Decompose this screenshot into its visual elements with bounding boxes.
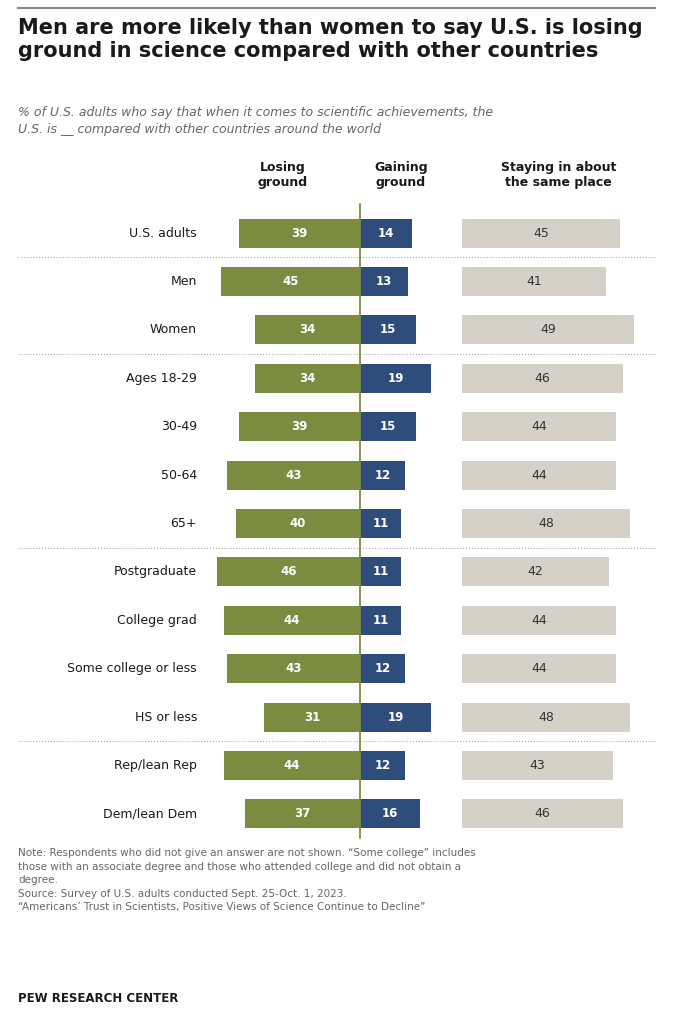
Text: 40: 40: [290, 517, 306, 530]
Text: HS or less: HS or less: [135, 711, 197, 723]
Text: Ages 18-29: Ages 18-29: [126, 371, 197, 385]
Text: 41: 41: [526, 275, 542, 288]
Text: 13: 13: [376, 275, 392, 288]
Bar: [462, 751, 613, 780]
Bar: [462, 219, 620, 248]
Text: 42: 42: [528, 566, 544, 578]
Text: 44: 44: [283, 614, 300, 627]
Text: 14: 14: [378, 227, 394, 239]
Text: 12: 12: [374, 759, 390, 772]
Text: 12: 12: [374, 469, 390, 482]
Bar: [462, 799, 623, 829]
Bar: [254, 315, 360, 345]
Bar: [462, 412, 616, 441]
Bar: [360, 219, 412, 248]
Bar: [360, 412, 416, 441]
Bar: [360, 364, 431, 393]
Bar: [462, 267, 606, 296]
Text: 39: 39: [291, 227, 308, 239]
Text: 50-64: 50-64: [161, 469, 197, 482]
Bar: [462, 364, 623, 393]
Text: 43: 43: [530, 759, 545, 772]
Bar: [239, 219, 360, 248]
Bar: [217, 558, 360, 586]
Text: 43: 43: [285, 662, 302, 675]
Text: Postgraduate: Postgraduate: [114, 566, 197, 578]
Text: 44: 44: [531, 469, 547, 482]
Text: 37: 37: [295, 807, 311, 820]
Text: 48: 48: [538, 517, 554, 530]
Bar: [462, 654, 616, 683]
Text: 19: 19: [387, 371, 404, 385]
Text: 34: 34: [299, 323, 316, 337]
Text: 11: 11: [372, 614, 388, 627]
Bar: [245, 799, 360, 829]
Bar: [221, 267, 360, 296]
Text: 11: 11: [372, 566, 388, 578]
Bar: [462, 606, 616, 635]
Bar: [360, 799, 420, 829]
Text: Some college or less: Some college or less: [67, 662, 197, 675]
Bar: [236, 509, 360, 538]
Text: 48: 48: [538, 711, 554, 723]
Bar: [360, 751, 404, 780]
Bar: [360, 606, 401, 635]
Bar: [227, 460, 360, 490]
Bar: [227, 654, 360, 683]
Bar: [223, 751, 360, 780]
Bar: [462, 703, 631, 731]
Text: 46: 46: [535, 807, 551, 820]
Text: U.S. adults: U.S. adults: [129, 227, 197, 239]
Text: 30-49: 30-49: [161, 420, 197, 433]
Text: 44: 44: [531, 614, 547, 627]
Text: 46: 46: [535, 371, 551, 385]
Text: 16: 16: [382, 807, 398, 820]
Text: 39: 39: [291, 420, 308, 433]
Bar: [462, 509, 631, 538]
Text: 31: 31: [304, 711, 320, 723]
Bar: [239, 412, 360, 441]
Bar: [462, 460, 616, 490]
Text: 19: 19: [387, 711, 404, 723]
Bar: [360, 315, 416, 345]
Text: 15: 15: [380, 323, 396, 337]
Text: Gaining
ground: Gaining ground: [374, 161, 428, 189]
Text: 44: 44: [283, 759, 300, 772]
Text: 44: 44: [531, 662, 547, 675]
Text: % of U.S. adults who say that when it comes to scientific achievements, the
U.S.: % of U.S. adults who say that when it co…: [18, 106, 493, 135]
Text: Dem/lean Dem: Dem/lean Dem: [103, 807, 197, 820]
Text: Women: Women: [150, 323, 197, 337]
Bar: [360, 267, 409, 296]
Text: Rep/lean Rep: Rep/lean Rep: [114, 759, 197, 772]
Text: 43: 43: [285, 469, 302, 482]
Bar: [360, 703, 431, 731]
Bar: [223, 606, 360, 635]
Text: 45: 45: [533, 227, 549, 239]
Text: 65+: 65+: [170, 517, 197, 530]
Text: Losing
ground: Losing ground: [258, 161, 308, 189]
Text: 44: 44: [531, 420, 547, 433]
Text: Men: Men: [171, 275, 197, 288]
Bar: [360, 460, 404, 490]
Text: 34: 34: [299, 371, 316, 385]
Bar: [254, 364, 360, 393]
Text: 11: 11: [372, 517, 388, 530]
Bar: [360, 558, 401, 586]
Text: 45: 45: [282, 275, 299, 288]
Text: 12: 12: [374, 662, 390, 675]
Text: 15: 15: [380, 420, 396, 433]
Bar: [264, 703, 360, 731]
Text: College grad: College grad: [117, 614, 197, 627]
Text: 46: 46: [281, 566, 297, 578]
Bar: [462, 315, 634, 345]
Bar: [360, 654, 404, 683]
Text: 49: 49: [540, 323, 556, 337]
Text: Note: Respondents who did not give an answer are not shown. “Some college” inclu: Note: Respondents who did not give an an…: [18, 848, 476, 913]
Text: Men are more likely than women to say U.S. is losing
ground in science compared : Men are more likely than women to say U.…: [18, 18, 643, 61]
Text: Staying in about
the same place: Staying in about the same place: [501, 161, 616, 189]
Bar: [462, 558, 609, 586]
Text: PEW RESEARCH CENTER: PEW RESEARCH CENTER: [18, 992, 178, 1005]
Bar: [360, 509, 401, 538]
